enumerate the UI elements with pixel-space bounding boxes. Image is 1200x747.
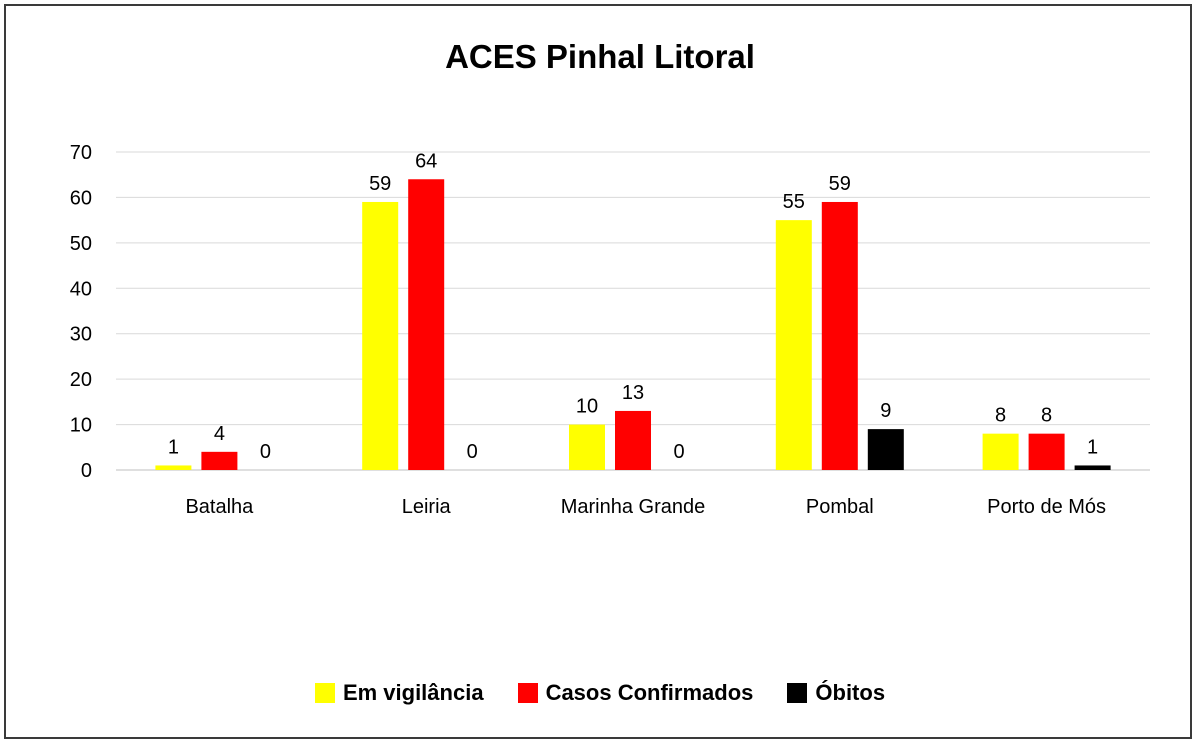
chart-legend: Em vigilância Casos Confirmados Óbitos	[0, 680, 1200, 706]
legend-swatch	[787, 683, 808, 703]
data-label: 64	[415, 150, 437, 172]
bar	[982, 433, 1019, 470]
bar	[201, 451, 238, 470]
data-label: 1	[168, 436, 179, 458]
bar	[1074, 465, 1111, 470]
bar	[867, 429, 904, 470]
bar	[821, 201, 858, 470]
bar	[569, 424, 605, 470]
data-label: 4	[214, 423, 225, 445]
legend-swatch	[314, 683, 335, 703]
y-tick-label: 50	[70, 233, 92, 255]
bar	[775, 220, 812, 470]
x-tick-label: Marinha Grande	[561, 496, 706, 518]
data-label: 1	[1087, 436, 1098, 458]
data-label: 9	[880, 400, 891, 422]
bar	[615, 410, 651, 470]
bar	[362, 201, 399, 470]
legend-label: Óbitos	[815, 680, 886, 705]
data-label: 0	[260, 441, 271, 463]
data-label: 8	[995, 405, 1006, 427]
legend-label: Casos Confirmados	[545, 680, 754, 705]
data-label: 0	[467, 441, 478, 463]
x-tick-label: Leiria	[402, 496, 452, 518]
data-label: 8	[1041, 405, 1052, 427]
y-tick-label: 20	[70, 369, 92, 391]
legend-item: Óbitos	[787, 680, 885, 706]
y-tick-label: 30	[70, 324, 92, 346]
y-tick-label: 70	[70, 142, 92, 164]
legend-item: Casos Confirmados	[517, 680, 754, 706]
bar	[1028, 433, 1065, 470]
chart-title: ACES Pinhal Litoral	[445, 38, 755, 75]
x-tick-label: Porto de Mós	[987, 496, 1106, 518]
x-tick-label: Batalha	[185, 496, 254, 518]
legend-label: Em vigilância	[342, 680, 484, 705]
legend-swatch	[517, 683, 538, 703]
data-label: 59	[369, 173, 391, 195]
data-label: 59	[829, 173, 851, 195]
bar	[155, 465, 192, 470]
x-tick-label: Pombal	[806, 496, 874, 518]
legend-item: Em vigilância	[314, 680, 484, 706]
data-label: 55	[783, 191, 805, 213]
y-tick-label: 60	[70, 187, 92, 209]
bar	[408, 179, 445, 470]
y-tick-label: 10	[70, 415, 92, 437]
y-tick-label: 40	[70, 278, 92, 300]
y-tick-label: 0	[81, 460, 92, 482]
data-label: 0	[673, 441, 684, 463]
chart-frame	[4, 4, 1192, 739]
data-label: 10	[576, 396, 598, 418]
data-label: 13	[622, 382, 644, 404]
